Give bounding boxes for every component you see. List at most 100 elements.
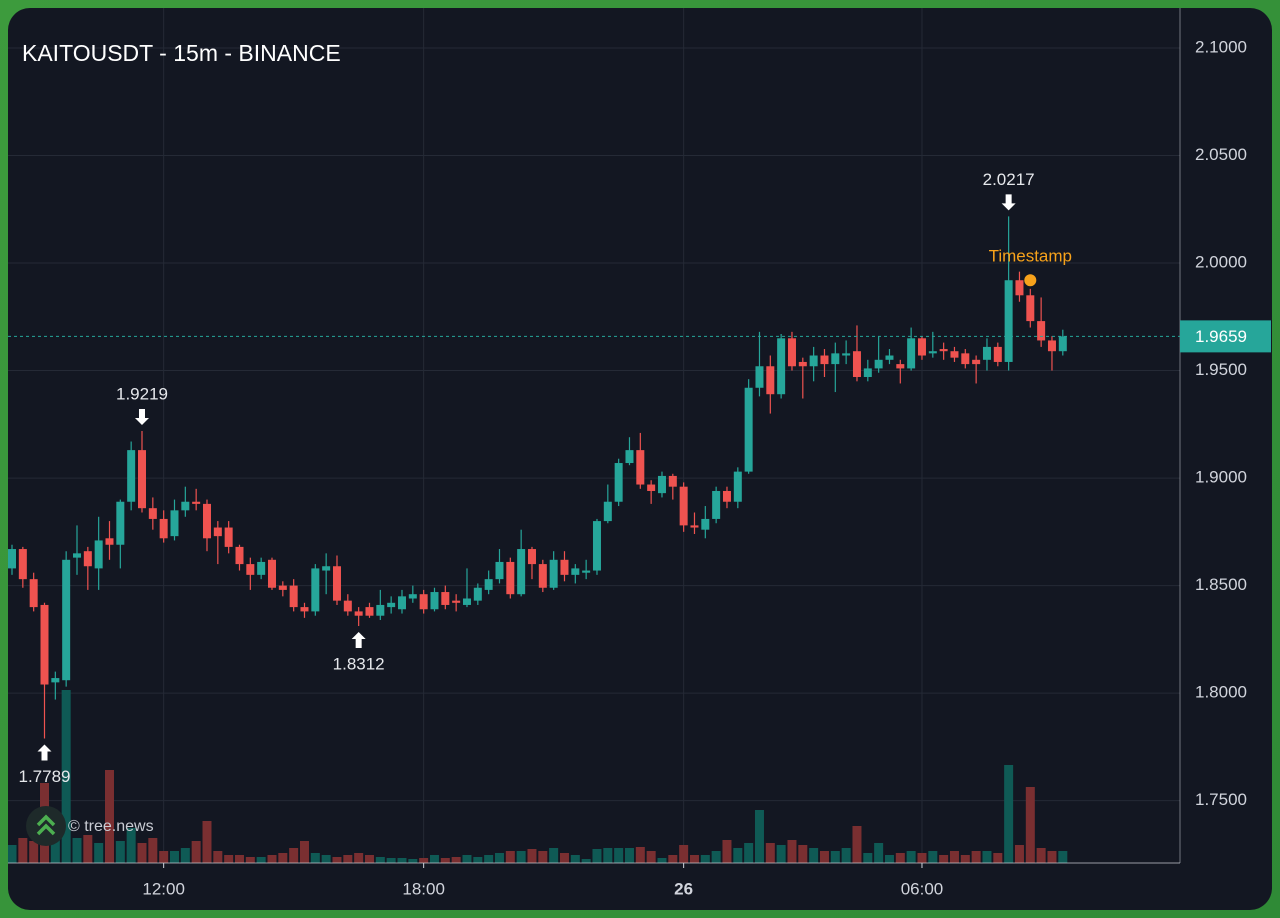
volume-bar (982, 851, 992, 863)
candle-body (484, 579, 493, 590)
timestamp-dot (1024, 274, 1037, 287)
volume-bar (852, 826, 862, 863)
candle-body (419, 594, 428, 610)
high-arrow (1001, 194, 1016, 211)
x-tick-label: 26 (674, 879, 693, 898)
low-arrow (37, 744, 52, 761)
volume-bar (440, 858, 450, 863)
candle-body (8, 549, 16, 569)
volume-bar (939, 855, 949, 863)
volume-bar (1004, 765, 1014, 863)
volume-bar (830, 851, 840, 863)
grid (8, 8, 1180, 863)
volume-bar (61, 690, 71, 863)
candle-body (40, 604, 49, 685)
candle-body (408, 594, 417, 599)
volume-bar (700, 855, 710, 863)
volume-bar (993, 853, 1003, 863)
candle-body (950, 351, 959, 358)
volume-bar (516, 851, 526, 863)
candle-body (917, 338, 926, 356)
y-tick-label: 2.0500 (1195, 145, 1247, 164)
candle-body (798, 361, 807, 367)
low-label: 1.8312 (333, 655, 385, 674)
volume-bar (386, 858, 396, 863)
volume-bar (949, 851, 959, 863)
candle-body (538, 564, 547, 588)
volume-bar (1036, 848, 1046, 863)
candle-body (560, 559, 569, 575)
candle-body (202, 503, 211, 539)
volume-bar (104, 770, 114, 863)
y-tick-label: 2.0000 (1195, 253, 1247, 272)
candle-body (679, 486, 688, 526)
candle-body (712, 490, 721, 519)
candle-body (755, 366, 764, 388)
high-label: 2.0217 (983, 170, 1035, 189)
candle-body (387, 602, 396, 608)
candle-body (289, 585, 298, 608)
candle-body (127, 450, 136, 502)
candle-body (365, 607, 374, 616)
candle-body (148, 508, 157, 519)
candle-body (441, 592, 450, 605)
volume-bar (559, 853, 569, 863)
volume-bar (180, 848, 190, 863)
volume-bar (484, 855, 494, 863)
watermark-logo (26, 806, 66, 846)
candle-body (549, 559, 558, 588)
volume-bar (8, 845, 17, 863)
candle-body (863, 368, 872, 378)
volume-bar (917, 853, 927, 863)
candle-body (311, 568, 320, 612)
x-tick-label: 06:00 (901, 879, 944, 898)
y-tick-label: 1.7500 (1195, 790, 1247, 809)
candle-body (787, 338, 796, 367)
candle-body (744, 387, 753, 472)
low-arrow (351, 632, 366, 649)
volume-bar (809, 848, 819, 863)
candle-body (1058, 336, 1067, 352)
candle-body (94, 540, 103, 569)
candle-body (235, 546, 244, 565)
volume-bar (863, 853, 873, 863)
volume-bar (148, 838, 158, 863)
candle-body (300, 607, 309, 612)
volume-bar (72, 838, 82, 863)
volume-bar (819, 851, 829, 863)
volume-bar (895, 853, 905, 863)
volume-bar (603, 848, 613, 863)
volume-bar (126, 828, 136, 863)
volume-bar (169, 851, 179, 863)
candle-body (159, 518, 168, 539)
candle-body (517, 549, 526, 595)
y-tick-label: 1.8500 (1195, 575, 1247, 594)
x-tick-label: 12:00 (142, 879, 185, 898)
volume-bar (18, 838, 28, 863)
volume-bar (1058, 851, 1068, 863)
volume-bar (1014, 845, 1024, 863)
volume-bar (429, 855, 439, 863)
volume-bar (538, 851, 548, 863)
candle-body (462, 598, 471, 605)
volume-bar (202, 821, 212, 863)
volume-bar (798, 845, 808, 863)
candle-body (961, 353, 970, 365)
candle-body (29, 579, 38, 608)
chart-title: KAITOUSDT - 15m - BINANCE (22, 40, 341, 66)
candle-body (506, 561, 515, 595)
volume-bar (505, 851, 515, 863)
candle-body (972, 359, 981, 365)
volume-bar (1025, 787, 1035, 863)
candle-body (1037, 321, 1046, 341)
candle-body (647, 484, 656, 491)
candle-body (137, 450, 146, 509)
candle-body (72, 553, 81, 558)
volume-bar (256, 857, 266, 863)
candle-body (278, 585, 287, 590)
candle-body (257, 561, 266, 575)
volume-bar (213, 851, 223, 863)
candle-body (701, 518, 710, 530)
volume-bar (419, 858, 429, 863)
candle-body (376, 604, 385, 616)
